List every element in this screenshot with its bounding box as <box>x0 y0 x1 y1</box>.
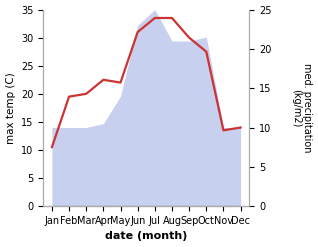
X-axis label: date (month): date (month) <box>105 231 187 242</box>
Y-axis label: max temp (C): max temp (C) <box>5 72 16 144</box>
Y-axis label: med. precipitation
(kg/m2): med. precipitation (kg/m2) <box>291 63 313 153</box>
